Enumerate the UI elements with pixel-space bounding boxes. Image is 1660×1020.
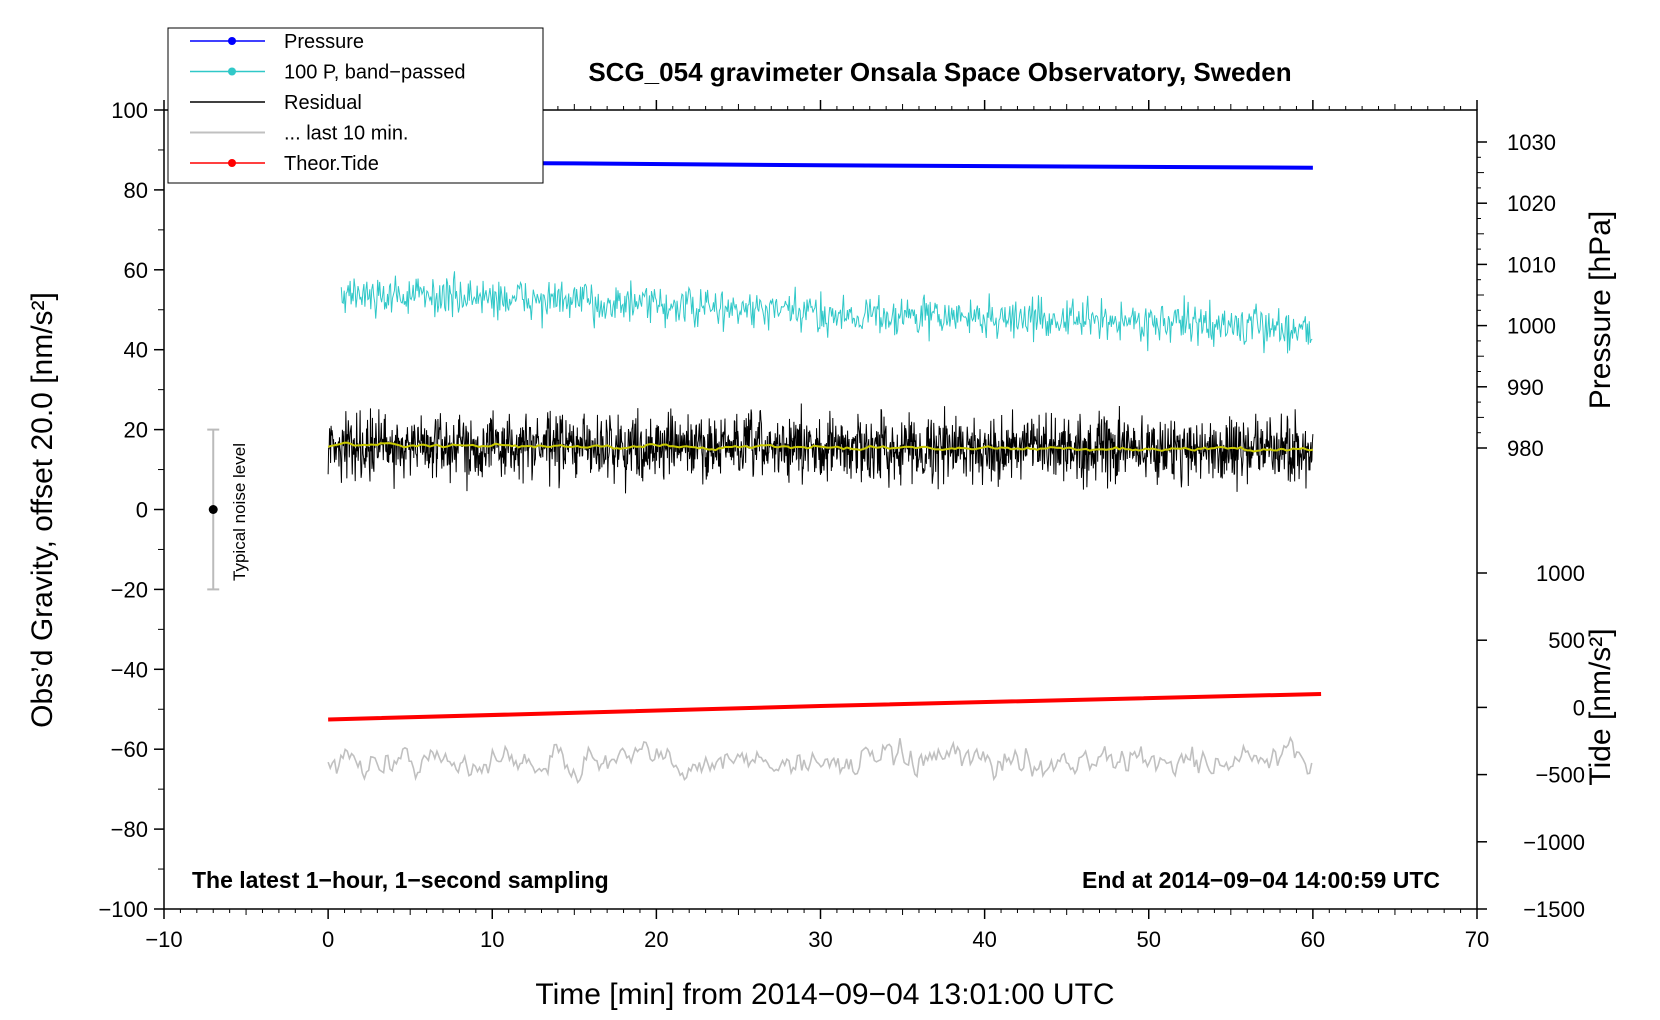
- legend-marker: [228, 37, 236, 45]
- x-tick-label: 30: [808, 927, 832, 952]
- pressure-tick-label: 1010: [1507, 252, 1556, 277]
- x-tick-label: −10: [145, 927, 182, 952]
- series-residual: [327, 403, 1314, 494]
- y-tick-label: −20: [111, 577, 148, 602]
- series-last-10-min: [327, 735, 1313, 785]
- y-tick-label: 40: [124, 338, 148, 363]
- tide-tick-label: 0: [1573, 695, 1585, 720]
- tide-tick-label: −1000: [1523, 830, 1585, 855]
- legend: Pressure 100 P, band−passed Residual ... la…: [167, 27, 544, 184]
- legend-label: 100 P, band−passed: [284, 62, 465, 84]
- tide-tick-label: −1500: [1523, 897, 1585, 922]
- x-tick-label: 0: [322, 927, 334, 952]
- pressure-tick-label: 990: [1507, 375, 1544, 400]
- pressure-tick-label: 980: [1507, 436, 1544, 461]
- tide-tick-label: 1000: [1536, 561, 1585, 586]
- x-tick-label: 60: [1301, 927, 1325, 952]
- legend-box: [167, 27, 544, 184]
- y-tick-label: −40: [111, 657, 148, 682]
- x-tick-label: 20: [644, 927, 668, 952]
- sampling-note: The latest 1−hour, 1−second sampling: [192, 867, 609, 893]
- noise-level-label: Typical noise level: [230, 443, 249, 581]
- y-tick-label: −60: [111, 737, 148, 762]
- legend-label: Theor.Tide: [284, 153, 379, 175]
- pressure-tick-label: 1000: [1507, 314, 1556, 339]
- plot-frame: [163, 109, 1478, 910]
- pressure-tick-label: 1020: [1507, 191, 1556, 216]
- x-axis-label: Time [min] from 2014−09−04 13:01:00 UTC: [535, 978, 1114, 1011]
- legend-label: ... last 10 min.: [284, 123, 409, 145]
- tide-ticks: 1000 500 0 −500 −1000 −1500: [1477, 561, 1585, 922]
- series-theor-tide: [328, 691, 1322, 722]
- series-band-passed: [340, 271, 1313, 354]
- chart-title: SCG_054 gravimeter Onsala Space Observat…: [588, 57, 1291, 87]
- noise-bar: [207, 428, 220, 591]
- x-ticks: −10 0 10 20 30 40 50 60 70: [145, 100, 1489, 952]
- x-tick-label: 50: [1137, 927, 1161, 952]
- tide-axis-label: Tide [nm/s²]: [1584, 628, 1617, 785]
- legend-entries: Pressure 100 P, band−passed Residual ... la…: [190, 31, 465, 175]
- tide-tick-label: −500: [1535, 763, 1585, 788]
- x-tick-label: 40: [972, 927, 996, 952]
- y-tick-label: 100: [111, 98, 148, 123]
- x-tick-label: 10: [480, 927, 504, 952]
- y-tick-label: 0: [136, 498, 148, 523]
- series-layer: [327, 160, 1322, 785]
- y-axis-label: Obs’d Gravity, offset 20.0 [nm/s²]: [26, 292, 59, 728]
- x-tick-label: 70: [1465, 927, 1489, 952]
- pressure-ticks: 1030 1020 1010 1000 990 980: [1477, 130, 1556, 461]
- tide-tick-label: 500: [1548, 628, 1585, 653]
- series-smoothed-residual: [327, 441, 1314, 453]
- legend-label: Residual: [284, 92, 362, 114]
- pressure-tick-label: 1030: [1507, 130, 1556, 155]
- y-ticks: 100 80 60 40 20 0 −20 −40 −60 −80 −100: [98, 98, 164, 922]
- end-time-note: End at 2014−09−04 14:00:59 UTC: [1082, 867, 1440, 893]
- y-tick-label: −80: [111, 817, 148, 842]
- y-tick-label: −100: [98, 897, 148, 922]
- noise-bar-dot: [208, 505, 218, 514]
- y-tick-label: 20: [124, 418, 148, 443]
- pressure-axis-label: Pressure [hPa]: [1584, 211, 1617, 409]
- legend-marker: [228, 159, 236, 167]
- legend-label: Pressure: [284, 31, 364, 53]
- y-tick-label: 60: [124, 258, 148, 283]
- legend-marker: [228, 67, 236, 76]
- y-tick-label: 80: [124, 178, 148, 203]
